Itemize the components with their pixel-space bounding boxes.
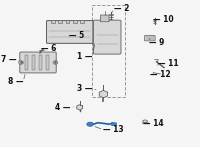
Text: — 12: — 12 [150, 70, 171, 79]
Text: — 5: — 5 [69, 31, 85, 40]
FancyBboxPatch shape [47, 21, 93, 43]
Text: — 14: — 14 [143, 119, 163, 128]
FancyBboxPatch shape [20, 52, 56, 73]
FancyBboxPatch shape [144, 36, 155, 41]
Text: — 6: — 6 [41, 44, 56, 53]
Text: — 9: — 9 [149, 38, 164, 47]
Bar [58, 20, 62, 23]
Text: 3 —: 3 — [77, 84, 92, 93]
Bar [66, 20, 69, 23]
FancyBboxPatch shape [100, 15, 109, 22]
Text: 4 —: 4 — [55, 102, 71, 112]
Text: — 11: — 11 [158, 59, 179, 68]
FancyBboxPatch shape [112, 123, 116, 126]
Text: — 13: — 13 [103, 125, 124, 134]
Bar [51, 20, 55, 23]
Bar [32, 55, 35, 70]
Text: 8 —: 8 — [8, 77, 23, 86]
Bar [39, 55, 42, 70]
Ellipse shape [53, 61, 58, 64]
Ellipse shape [87, 122, 93, 126]
Ellipse shape [19, 61, 23, 64]
Text: — 10: — 10 [153, 15, 173, 24]
Text: 1 —: 1 — [77, 52, 92, 61]
Polygon shape [77, 105, 83, 110]
Polygon shape [99, 90, 107, 98]
Bar [92, 5, 125, 97]
Bar [73, 20, 77, 23]
Bar [46, 55, 49, 70]
Ellipse shape [143, 120, 147, 123]
Text: 7 —: 7 — [1, 55, 17, 65]
Text: — 2: — 2 [114, 4, 130, 13]
FancyBboxPatch shape [93, 20, 121, 54]
Bar [25, 55, 28, 70]
Bar [80, 20, 84, 23]
